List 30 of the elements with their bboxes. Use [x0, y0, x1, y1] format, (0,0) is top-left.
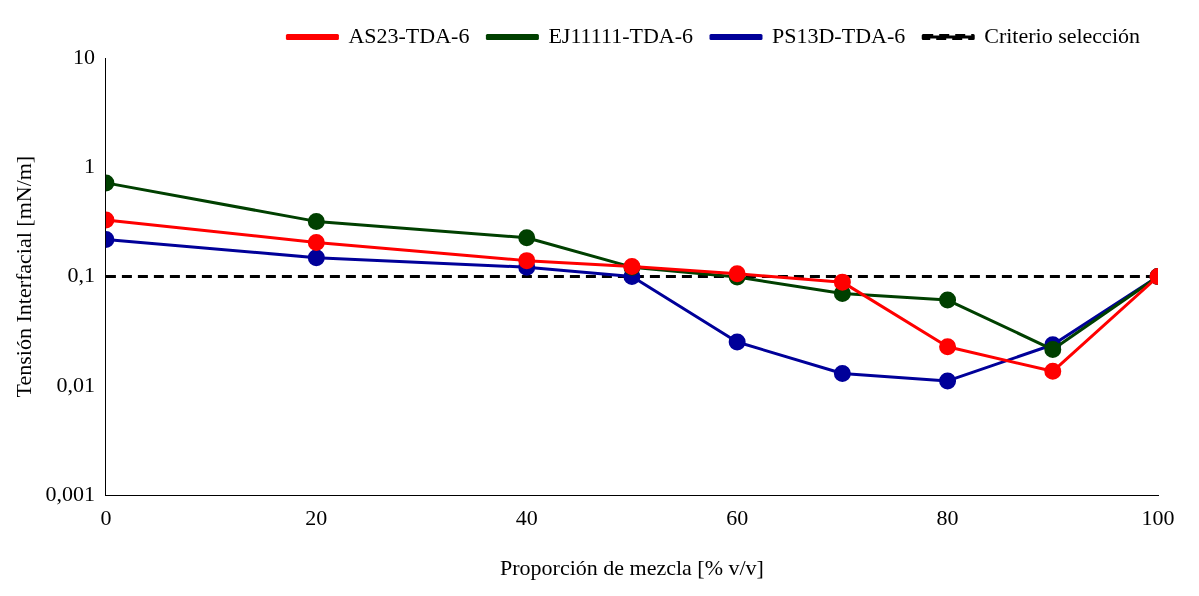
point — [307, 212, 325, 230]
point — [1044, 341, 1062, 359]
legend-label: EJ11111-TDA-6 — [548, 22, 694, 48]
x-tick-label: 60 — [726, 505, 749, 531]
y-tick-label: 0,001 — [45, 480, 95, 506]
legend-label: PS13D-TDA-6 — [772, 22, 906, 48]
point — [833, 364, 851, 382]
y-tick-label: 10 — [72, 43, 95, 69]
x-tick-label: 20 — [305, 505, 328, 531]
point — [833, 273, 851, 291]
legend-label: Criterio selección — [984, 22, 1141, 48]
x-axis-title: Proporción de mezcla [% v/v] — [500, 554, 764, 580]
point — [939, 372, 957, 390]
x-tick-label: 80 — [936, 505, 959, 531]
point — [518, 229, 536, 247]
x-tick-label: 0 — [100, 505, 112, 531]
x-tick-label: 100 — [1141, 505, 1175, 531]
point — [1044, 362, 1062, 380]
y-tick-label: 1 — [83, 153, 95, 179]
point — [307, 249, 325, 267]
point — [518, 252, 536, 270]
y-tick-label: 0,01 — [56, 371, 95, 397]
point — [939, 291, 957, 309]
point — [939, 338, 957, 356]
point — [307, 234, 325, 252]
x-tick-label: 40 — [515, 505, 538, 531]
y-tick-label: 0,1 — [67, 262, 95, 288]
legend-label: AS23-TDA-6 — [348, 22, 470, 48]
y-axis-title: Tensión Interfacial [mN/m] — [10, 155, 36, 398]
point — [728, 333, 746, 351]
